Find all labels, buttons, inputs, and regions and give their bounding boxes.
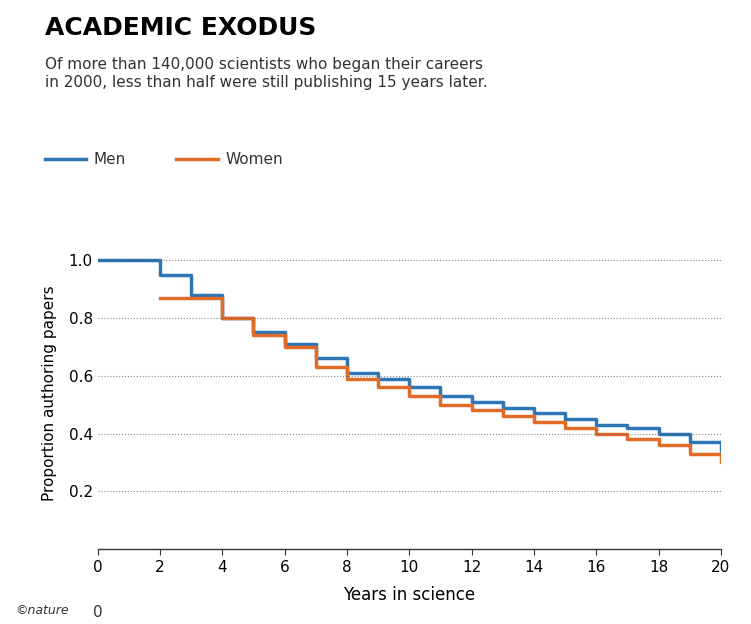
Men bbox=[93, 256, 102, 264]
Women bbox=[186, 294, 195, 301]
Women bbox=[218, 314, 227, 322]
Women bbox=[716, 459, 725, 466]
Text: Of more than 140,000 scientists who began their careers
in 2000, less than half : Of more than 140,000 scientists who bega… bbox=[45, 57, 487, 90]
Women bbox=[654, 441, 663, 449]
Men bbox=[342, 369, 351, 377]
Men bbox=[312, 354, 321, 362]
Men bbox=[654, 430, 663, 437]
Men bbox=[436, 392, 445, 400]
Men bbox=[592, 421, 601, 429]
X-axis label: Years in science: Years in science bbox=[343, 586, 475, 603]
Women bbox=[155, 294, 164, 301]
Men bbox=[373, 375, 382, 383]
Women bbox=[499, 412, 508, 420]
Women bbox=[529, 418, 538, 426]
Men bbox=[218, 314, 227, 322]
Text: Men: Men bbox=[94, 152, 126, 167]
Women bbox=[623, 436, 632, 443]
Text: Women: Women bbox=[225, 152, 283, 167]
Men bbox=[716, 447, 725, 455]
Women bbox=[342, 375, 351, 383]
Men bbox=[529, 409, 538, 417]
Men bbox=[249, 329, 258, 336]
Men bbox=[623, 424, 632, 432]
Women bbox=[592, 430, 601, 437]
Women bbox=[405, 392, 414, 400]
Men bbox=[561, 416, 570, 423]
Text: 0: 0 bbox=[93, 605, 102, 620]
Men bbox=[125, 256, 134, 264]
Men bbox=[467, 398, 476, 406]
Women bbox=[280, 343, 289, 351]
Women bbox=[249, 331, 258, 339]
Text: ©nature: ©nature bbox=[15, 603, 68, 617]
Men bbox=[155, 271, 164, 278]
Y-axis label: Proportion authoring papers: Proportion authoring papers bbox=[42, 285, 57, 501]
Men bbox=[405, 384, 414, 391]
Women bbox=[436, 401, 445, 409]
Men bbox=[280, 340, 289, 348]
Men bbox=[186, 291, 195, 299]
Women bbox=[686, 450, 695, 457]
Women bbox=[312, 363, 321, 371]
Text: ACADEMIC EXODUS: ACADEMIC EXODUS bbox=[45, 16, 316, 39]
Women bbox=[373, 384, 382, 391]
Men bbox=[686, 439, 695, 446]
Line: Men: Men bbox=[98, 260, 721, 451]
Men bbox=[499, 404, 508, 411]
Line: Women: Women bbox=[160, 298, 721, 462]
Women bbox=[561, 424, 570, 432]
Women bbox=[467, 407, 476, 414]
